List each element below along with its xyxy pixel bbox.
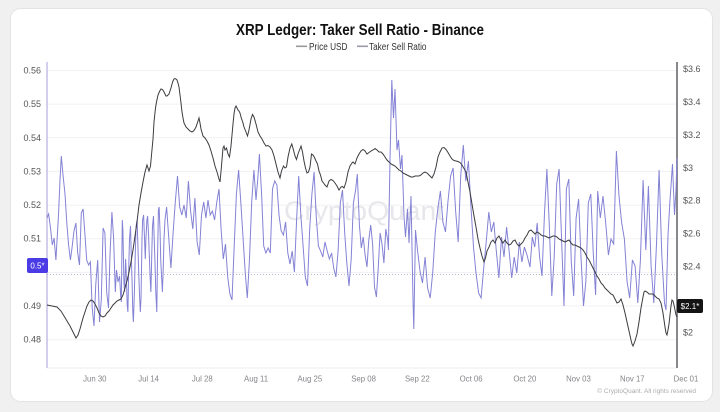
svg-text:$3.2: $3.2 — [683, 130, 701, 140]
svg-text:Jun 30: Jun 30 — [83, 374, 107, 383]
svg-text:Taker Sell Ratio: Taker Sell Ratio — [369, 42, 427, 53]
svg-text:© CryptoQuant. All rights rese: © CryptoQuant. All rights reserved — [597, 387, 696, 395]
svg-text:Sep 08: Sep 08 — [351, 374, 376, 383]
svg-text:$2.6: $2.6 — [683, 229, 701, 239]
svg-text:0.51: 0.51 — [23, 234, 41, 244]
svg-text:Aug 11: Aug 11 — [244, 374, 268, 383]
svg-text:Jul 14: Jul 14 — [138, 374, 159, 383]
svg-text:$2.4: $2.4 — [683, 262, 701, 272]
svg-text:0.54: 0.54 — [23, 133, 41, 143]
svg-text:$2.8: $2.8 — [683, 196, 701, 206]
svg-text:$2: $2 — [683, 327, 693, 337]
svg-text:CryptoQuant: CryptoQuant — [284, 196, 445, 226]
svg-text:0.53: 0.53 — [23, 166, 41, 176]
svg-text:Nov 17: Nov 17 — [620, 374, 645, 383]
svg-text:$3.4: $3.4 — [683, 97, 701, 107]
svg-text:$3.6: $3.6 — [683, 64, 701, 74]
svg-text:0.56: 0.56 — [23, 66, 41, 76]
svg-text:$3: $3 — [683, 163, 693, 173]
svg-text:Jul 28: Jul 28 — [192, 374, 213, 383]
svg-text:0.55: 0.55 — [23, 99, 41, 109]
svg-text:Aug 25: Aug 25 — [297, 374, 322, 383]
svg-text:Price USD: Price USD — [309, 42, 348, 53]
svg-text:0.48: 0.48 — [23, 335, 41, 345]
svg-text:Oct 20: Oct 20 — [513, 374, 537, 383]
svg-text:0.49: 0.49 — [23, 301, 41, 311]
svg-text:XRP Ledger: Taker Sell Ratio -: XRP Ledger: Taker Sell Ratio - Binance — [236, 22, 484, 39]
svg-text:Oct 06: Oct 06 — [460, 374, 483, 383]
svg-text:0.5*: 0.5* — [30, 262, 44, 271]
svg-text:0.52: 0.52 — [23, 200, 41, 210]
svg-text:$2.1*: $2.1* — [681, 302, 700, 311]
svg-text:Dec 01: Dec 01 — [674, 374, 699, 383]
svg-text:Sep 22: Sep 22 — [405, 374, 430, 383]
svg-text:Nov 03: Nov 03 — [566, 374, 591, 383]
